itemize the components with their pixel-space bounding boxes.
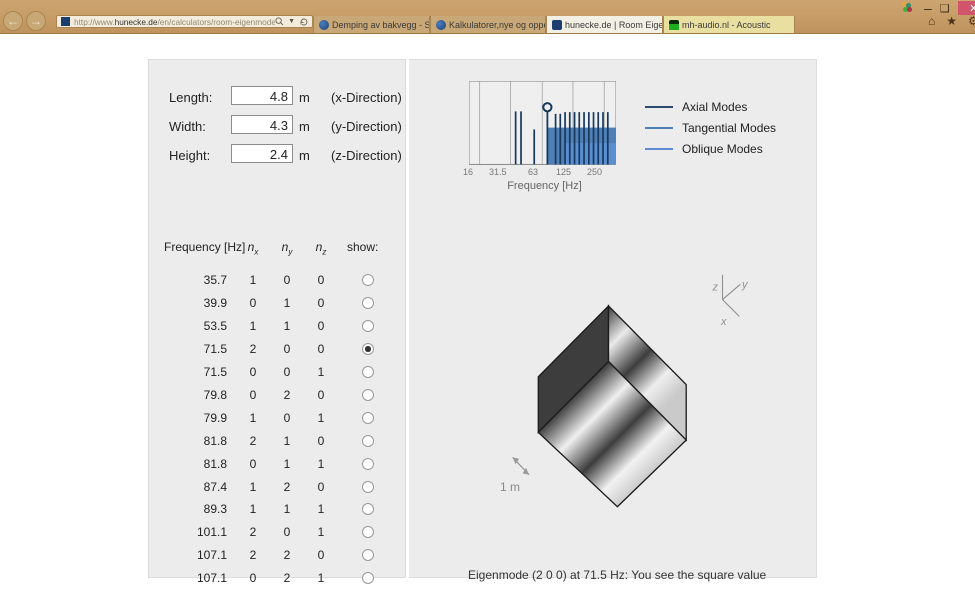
svg-text:1 m: 1 m (500, 480, 520, 494)
